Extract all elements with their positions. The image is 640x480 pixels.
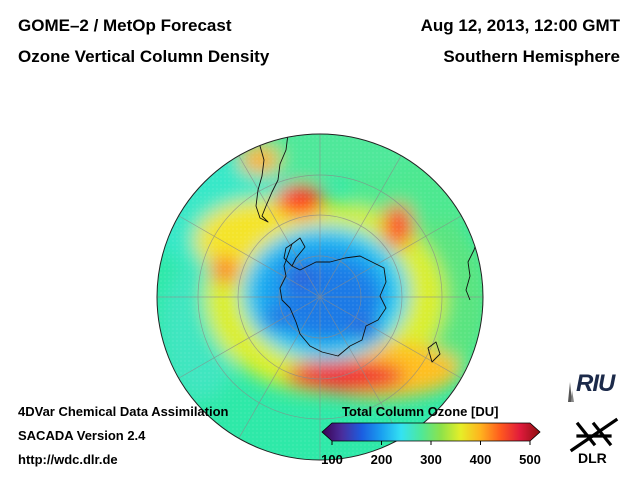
colorbar-tick-label: 500	[519, 452, 541, 467]
dlr-logo-text: DLR	[578, 450, 607, 466]
globe-outline	[156, 133, 484, 461]
colorbar-tick-label: 400	[470, 452, 492, 467]
dlr-emblem-icon	[569, 417, 619, 453]
ozone-field	[157, 134, 483, 460]
product-title: GOME–2 / MetOp Forecast	[18, 16, 232, 35]
colorbar-tick-label: 100	[321, 452, 343, 467]
dlr-logo: DLR	[566, 414, 622, 470]
version-label: SACADA Version 2.4	[18, 428, 146, 443]
forecast-date: Aug 12, 2013, 12:00 GMT	[420, 16, 620, 35]
colorbar-title: Total Column Ozone [DU]	[342, 404, 499, 419]
riu-logo-text: RIU	[576, 370, 615, 397]
riu-logo: RIU	[566, 370, 626, 406]
method-label: 4DVar Chemical Data Assimilation	[18, 404, 229, 419]
colorbar-gradient	[321, 422, 541, 442]
hemisphere-label: Southern Hemisphere	[443, 47, 620, 66]
graticule	[157, 134, 483, 460]
website-label: http://wdc.dlr.de	[18, 452, 118, 467]
colorbar-tick-label: 200	[371, 452, 393, 467]
colorbar-tick-label: 300	[420, 452, 442, 467]
quantity-title: Ozone Vertical Column Density	[18, 47, 270, 66]
